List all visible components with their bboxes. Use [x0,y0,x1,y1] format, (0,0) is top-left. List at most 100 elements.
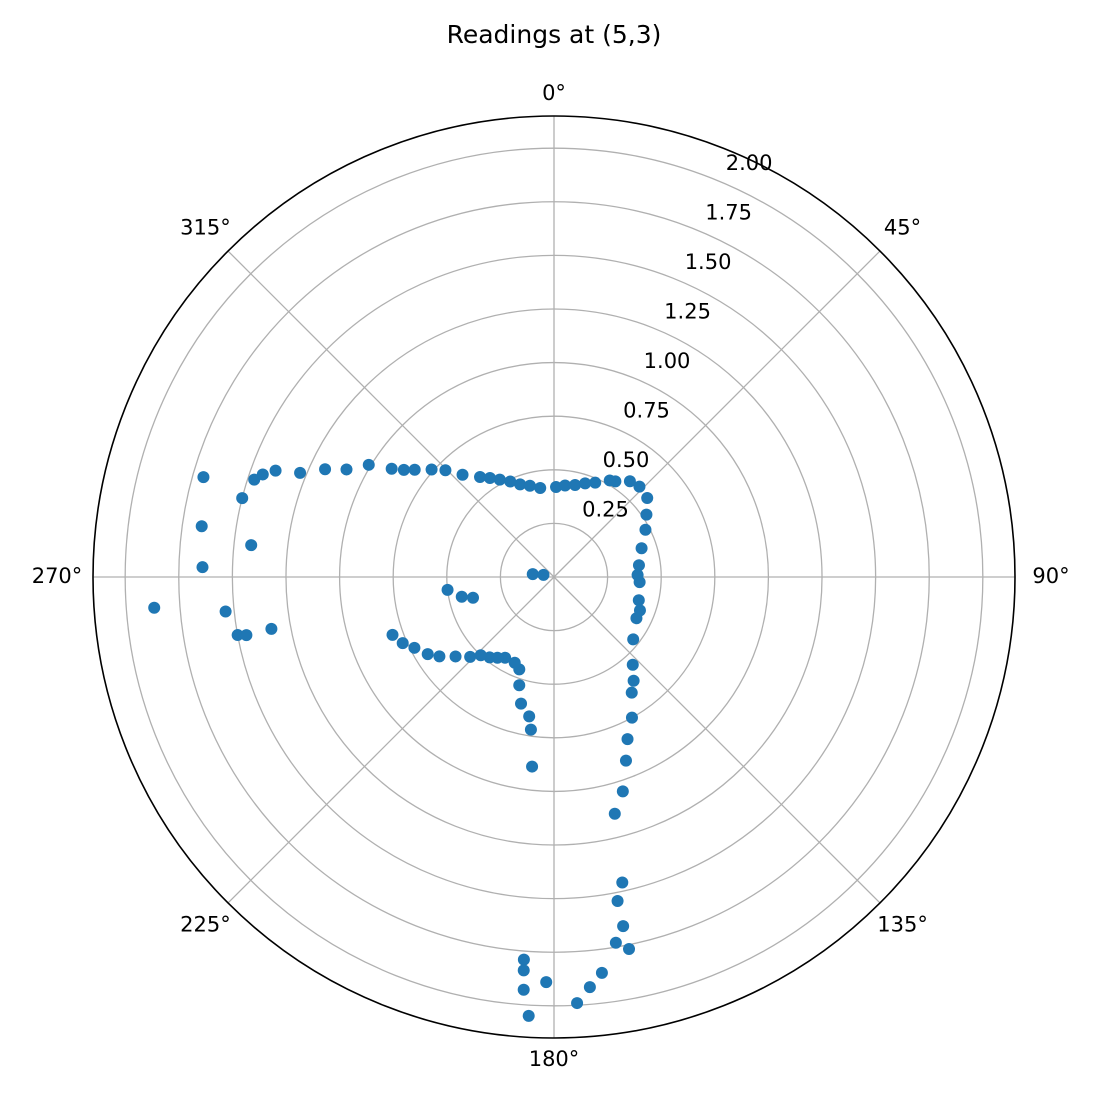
point [619,754,632,767]
point [524,723,537,736]
point [508,656,521,669]
point [609,936,622,949]
grid-spoke [553,250,881,578]
angle-label: 90° [1032,564,1069,588]
point [540,976,553,989]
point [627,633,640,646]
point [196,561,209,574]
point [504,475,517,488]
r-tick-label: 0.50 [603,448,650,472]
point [517,983,530,996]
angle-label: 135° [877,913,928,937]
point [559,479,572,492]
grid-spoke [227,576,555,904]
point [595,966,608,979]
point [491,651,504,664]
point [625,686,638,699]
point [608,807,621,820]
point [517,953,530,966]
point [467,591,480,604]
point [589,476,602,489]
point [522,1009,535,1022]
point [425,463,438,476]
angle-label: 225° [180,913,231,937]
point [626,658,639,671]
polar-frame [92,115,1016,1039]
r-tick-label: 1.25 [664,299,711,323]
point [441,583,454,596]
point [294,466,307,479]
point [456,468,469,481]
grid-spoke [227,250,555,578]
point [265,622,278,635]
point [197,471,210,484]
point [603,474,616,487]
point [617,920,630,933]
point [493,473,506,486]
point [386,628,399,641]
point [269,464,282,477]
point [623,475,636,488]
angle-label: 45° [884,215,921,239]
point [319,463,332,476]
point [627,674,640,687]
point [455,590,468,603]
r-tick-label: 1.75 [705,200,752,224]
angle-label: 270° [32,564,83,588]
point [640,508,653,521]
point [397,463,410,476]
point [408,463,421,476]
point [635,542,648,555]
r-tick-label: 1.00 [644,349,691,373]
point [632,559,645,572]
point [362,458,375,471]
angle-label: 0° [542,81,566,105]
point [632,594,645,607]
point [396,637,409,650]
point [616,785,629,798]
chart-title: Readings at (5,3) [447,20,662,49]
point [240,629,253,642]
grid-spoke [553,576,881,904]
point [534,482,547,495]
point [340,463,353,476]
point [236,492,249,505]
point [439,464,452,477]
point [526,760,539,773]
point [633,480,646,493]
point [385,462,398,475]
point [623,943,636,956]
r-tick-label: 0.75 [623,398,670,422]
point [464,650,477,663]
point [523,479,536,492]
point [625,711,638,724]
point [631,568,644,581]
point [474,471,487,484]
point [571,997,584,1010]
point [523,710,536,723]
r-tick-label: 0.25 [582,497,629,521]
point [611,895,624,908]
point [449,650,462,663]
r-tick-label: 1.50 [685,250,732,274]
point [583,981,596,994]
point [195,520,208,533]
r-tick-label: 2.00 [726,151,773,175]
point [639,523,652,536]
point [219,605,232,618]
point [433,650,446,663]
point [148,601,161,614]
point [421,648,434,661]
point [621,733,634,746]
point [537,568,550,581]
point [550,480,563,493]
point [579,477,592,490]
point [517,964,530,977]
point [513,679,526,692]
point [514,478,527,491]
point [245,539,258,552]
point [515,697,528,710]
point [569,479,582,492]
point [633,604,646,617]
